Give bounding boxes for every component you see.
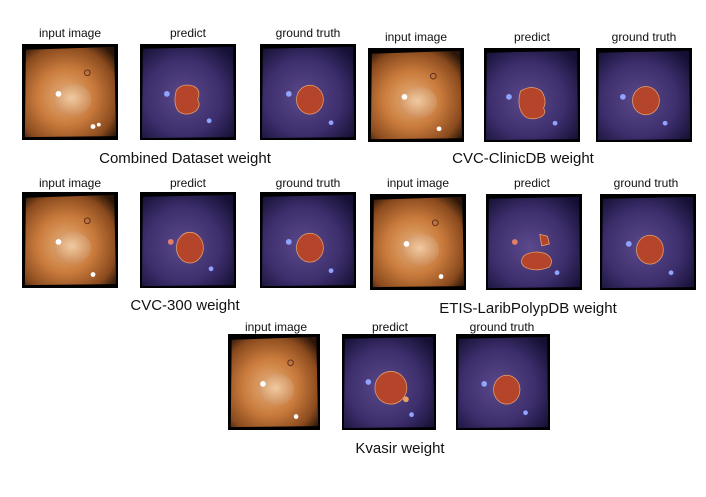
panel-label-input: input image	[386, 176, 450, 190]
predict-image	[486, 194, 582, 290]
predict-image	[484, 48, 580, 142]
panel-label-predict: predict	[169, 176, 207, 190]
panel-label-truth: ground truth	[611, 30, 677, 44]
predict-image	[140, 192, 236, 288]
ground-truth-image	[260, 44, 356, 140]
panel-label-input: input image	[384, 30, 448, 44]
group-caption: CVC-ClinicDB weight	[452, 150, 594, 167]
panel-label-input: input image	[244, 320, 308, 334]
panel-label-predict: predict	[513, 176, 551, 190]
input-image	[368, 48, 464, 142]
panel-label-predict: predict	[513, 30, 551, 44]
ground-truth-image	[596, 48, 692, 142]
panel-label-input: input image	[38, 176, 102, 190]
predict-image	[342, 334, 436, 430]
input-image	[370, 194, 466, 290]
panel-label-truth: ground truth	[275, 176, 341, 190]
ground-truth-image	[260, 192, 356, 288]
predict-image	[140, 44, 236, 140]
group-caption: Combined Dataset weight	[99, 150, 271, 167]
input-image	[22, 192, 118, 288]
panel-label-truth: ground truth	[275, 26, 341, 40]
group-caption: CVC-300 weight	[130, 297, 240, 314]
input-image	[22, 44, 118, 140]
panel-label-predict: predict	[371, 320, 409, 334]
panel-label-truth: ground truth	[469, 320, 535, 334]
group-caption: ETIS-LaribPolypDB weight	[439, 300, 617, 317]
ground-truth-image	[456, 334, 550, 430]
panel-label-input: input image	[38, 26, 102, 40]
ground-truth-image	[600, 194, 696, 290]
panel-label-predict: predict	[169, 26, 207, 40]
input-image	[228, 334, 320, 430]
panel-label-truth: ground truth	[613, 176, 679, 190]
group-caption: Kvasir weight	[355, 440, 445, 457]
